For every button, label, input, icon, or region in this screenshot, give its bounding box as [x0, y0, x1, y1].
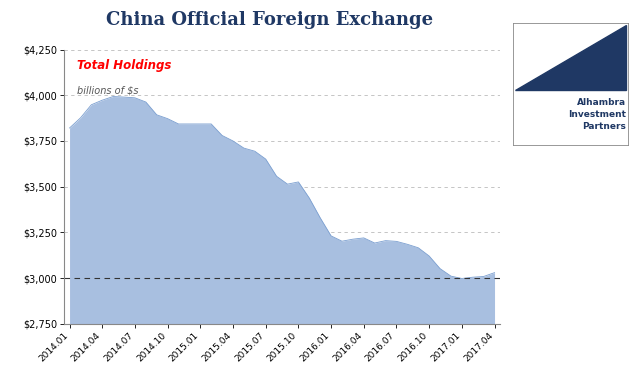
Text: Total Holdings: Total Holdings [77, 59, 172, 72]
Text: billions of $s: billions of $s [77, 85, 138, 95]
Text: China Official Foreign Exchange: China Official Foreign Exchange [106, 11, 433, 29]
Polygon shape [515, 25, 626, 90]
Text: Alhambra
Investment
Partners: Alhambra Investment Partners [568, 98, 626, 131]
